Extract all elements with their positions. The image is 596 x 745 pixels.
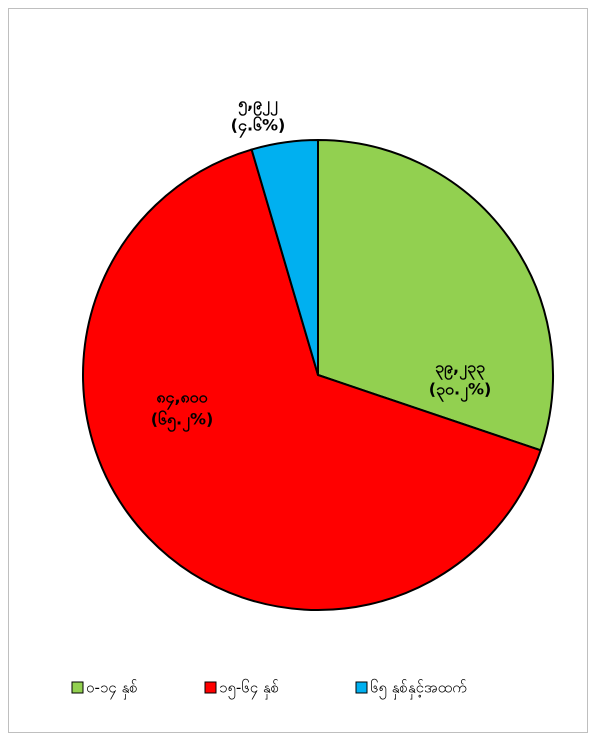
pie-slice: [317, 138, 554, 452]
legend-label: ၀-၁၄ နှစ်: [86, 679, 138, 700]
legend-swatch: [204, 681, 217, 694]
pie-slice: [250, 138, 319, 376]
percent-label: (၆၅.၂%): [151, 410, 214, 433]
percent-label: (၃၀.၂%): [429, 380, 492, 403]
percent-label: (၄.၆%): [231, 116, 286, 139]
legend-label: ၁၅-၆၄ နှစ်: [219, 679, 279, 700]
data-label: ၈၄,၈၀၀: [156, 388, 207, 411]
legend-swatch: [355, 681, 368, 694]
data-label: ၃၉,၂၃၃: [435, 358, 485, 381]
pie-slice: [82, 148, 542, 611]
data-label: ၅,၉၂၂: [238, 94, 278, 117]
legend-label: ၆၅ နှစ်နှင့်အထက်: [370, 679, 467, 700]
legend-swatch: [71, 681, 84, 694]
